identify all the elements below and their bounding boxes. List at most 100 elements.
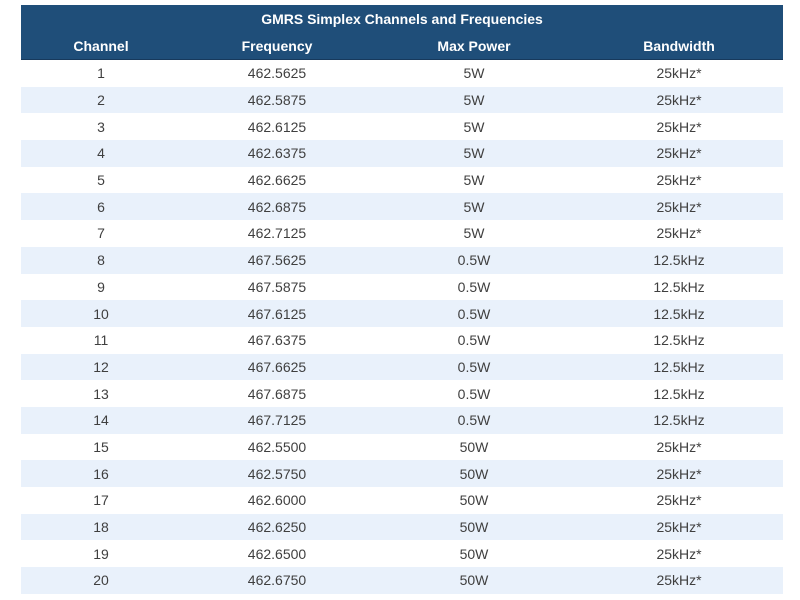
cell-max-power: 0.5W [373,246,575,274]
cell-max-power: 5W [373,86,575,114]
table-row: 10 467.6125 0.5W 12.5kHz [21,300,784,327]
cell-frequency: 462.5875 [181,86,373,114]
cell-channel: 20 [21,567,181,594]
cell-channel: 19 [21,540,181,568]
cell-max-power: 0.5W [373,380,575,407]
cell-frequency: 462.6000 [181,487,373,514]
table-row: 11 467.6375 0.5W 12.5kHz [21,326,784,354]
cell-frequency: 462.5750 [181,460,373,487]
cell-frequency: 462.5500 [181,433,373,461]
table-row: 20 462.6750 50W 25kHz* [21,567,784,594]
cell-frequency: 462.6875 [181,193,373,221]
table-row: 2 462.5875 5W 25kHz* [21,86,784,114]
cell-bandwidth: 12.5kHz [575,246,784,274]
table-row: 1 462.5625 5W 25kHz* [21,59,784,87]
table-row: 18 462.6250 50W 25kHz* [21,513,784,541]
cell-bandwidth: 25kHz* [575,113,784,141]
cell-bandwidth: 25kHz* [575,59,784,87]
cell-frequency: 462.6500 [181,540,373,568]
column-header-channel: Channel [21,32,181,60]
column-header-max-power: Max Power [373,32,575,60]
table-row: 5 462.6625 5W 25kHz* [21,166,784,194]
cell-max-power: 50W [373,433,575,461]
cell-channel: 2 [21,86,181,114]
cell-frequency: 462.6625 [181,166,373,194]
cell-channel: 14 [21,406,181,434]
cell-max-power: 50W [373,567,575,594]
column-header-bandwidth: Bandwidth [575,32,784,60]
cell-max-power: 5W [373,140,575,167]
cell-bandwidth: 25kHz* [575,460,784,487]
cell-channel: 1 [21,59,181,87]
cell-bandwidth: 25kHz* [575,567,784,594]
column-header-frequency: Frequency [181,32,373,60]
cell-max-power: 50W [373,460,575,487]
cell-max-power: 5W [373,220,575,247]
cell-bandwidth: 12.5kHz [575,326,784,354]
cell-bandwidth: 12.5kHz [575,300,784,327]
cell-channel: 10 [21,300,181,327]
cell-frequency: 462.6375 [181,140,373,167]
cell-frequency: 467.6125 [181,300,373,327]
cell-max-power: 5W [373,113,575,141]
cell-bandwidth: 25kHz* [575,540,784,568]
cell-max-power: 5W [373,166,575,194]
cell-max-power: 0.5W [373,353,575,381]
table-row: 3 462.6125 5W 25kHz* [21,113,784,141]
cell-bandwidth: 12.5kHz [575,353,784,381]
cell-max-power: 0.5W [373,273,575,301]
cell-max-power: 0.5W [373,300,575,327]
table-row: 19 462.6500 50W 25kHz* [21,540,784,568]
cell-max-power: 0.5W [373,406,575,434]
cell-frequency: 467.6375 [181,326,373,354]
cell-frequency: 467.5875 [181,273,373,301]
table-row: 15 462.5500 50W 25kHz* [21,433,784,461]
cell-channel: 7 [21,220,181,247]
cell-max-power: 50W [373,487,575,514]
cell-bandwidth: 25kHz* [575,513,784,541]
table-row: 8 467.5625 0.5W 12.5kHz [21,246,784,274]
table-body: 1 462.5625 5W 25kHz* 2 462.5875 5W 25kHz* 3 462.6… [21,59,784,594]
cell-max-power: 50W [373,540,575,568]
cell-channel: 11 [21,326,181,354]
table-row: 13 467.6875 0.5W 12.5kHz [21,380,784,407]
cell-bandwidth: 25kHz* [575,220,784,247]
table-row: 9 467.5875 0.5W 12.5kHz [21,273,784,301]
cell-channel: 4 [21,140,181,167]
cell-max-power: 0.5W [373,326,575,354]
cell-channel: 18 [21,513,181,541]
cell-frequency: 467.7125 [181,406,373,434]
cell-bandwidth: 25kHz* [575,86,784,114]
cell-frequency: 467.6875 [181,380,373,407]
table-row: 12 467.6625 0.5W 12.5kHz [21,353,784,381]
cell-channel: 3 [21,113,181,141]
cell-max-power: 50W [373,513,575,541]
cell-channel: 17 [21,487,181,514]
cell-frequency: 462.5625 [181,59,373,87]
cell-bandwidth: 25kHz* [575,140,784,167]
cell-frequency: 462.6750 [181,567,373,594]
gmrs-table-container: GMRS Simplex Channels and Frequencies Ch… [21,5,784,594]
cell-frequency: 462.7125 [181,220,373,247]
cell-channel: 12 [21,353,181,381]
cell-channel: 5 [21,166,181,194]
cell-channel: 16 [21,460,181,487]
table-head: GMRS Simplex Channels and Frequencies Ch… [21,5,784,60]
cell-bandwidth: 12.5kHz [575,406,784,434]
cell-max-power: 5W [373,193,575,221]
table-column-header-row: Channel Frequency Max Power Bandwidth [21,32,784,60]
cell-bandwidth: 25kHz* [575,433,784,461]
table-row: 17 462.6000 50W 25kHz* [21,487,784,514]
table-row: 16 462.5750 50W 25kHz* [21,460,784,487]
cell-channel: 13 [21,380,181,407]
table-title-row: GMRS Simplex Channels and Frequencies [21,5,784,32]
cell-channel: 6 [21,193,181,221]
cell-bandwidth: 25kHz* [575,487,784,514]
table-row: 7 462.7125 5W 25kHz* [21,220,784,247]
table-row: 4 462.6375 5W 25kHz* [21,140,784,167]
cell-bandwidth: 12.5kHz [575,380,784,407]
cell-channel: 9 [21,273,181,301]
cell-channel: 8 [21,246,181,274]
table-row: 6 462.6875 5W 25kHz* [21,193,784,221]
cell-max-power: 5W [373,59,575,87]
